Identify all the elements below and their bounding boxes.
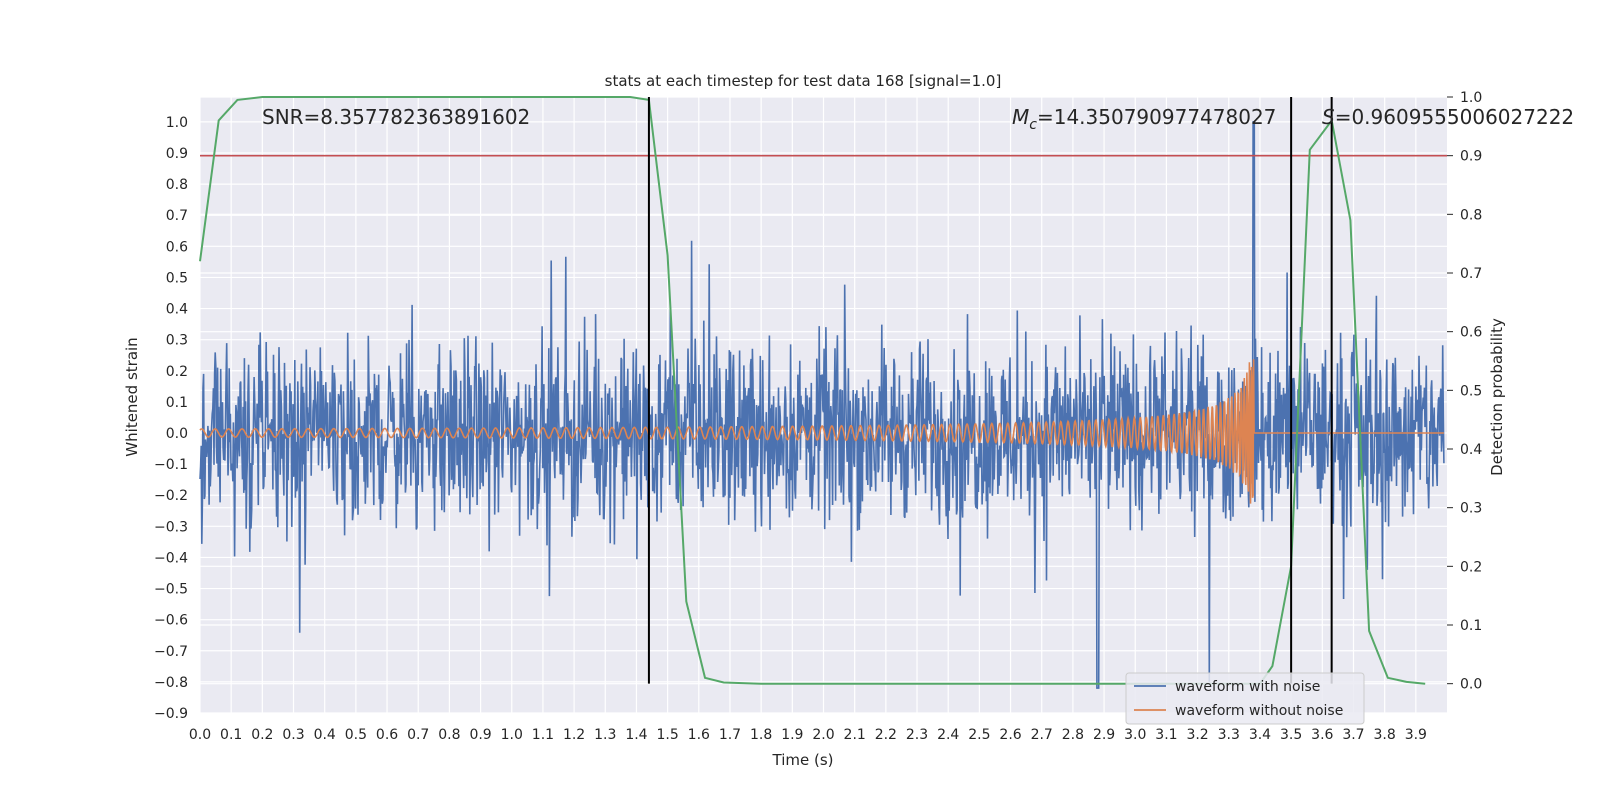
x-tick-label: 1.4 xyxy=(625,727,647,743)
y-left-tick-label: 0.7 xyxy=(166,208,188,224)
y-right-tick-label: 0.1 xyxy=(1460,618,1482,634)
series-waveform-without-noise xyxy=(199,359,1444,504)
x-tick-label: 0.2 xyxy=(251,727,273,743)
y-right-tick-label: 0.4 xyxy=(1460,442,1482,458)
x-tick-label: 2.2 xyxy=(875,727,897,743)
x-tick-label: 0.6 xyxy=(376,727,398,743)
x-tick-label: 3.1 xyxy=(1155,727,1177,743)
x-tick-label: 3.3 xyxy=(1218,727,1240,743)
x-tick-label: 2.9 xyxy=(1093,727,1115,743)
y-right-tick-label: 0.5 xyxy=(1460,383,1482,399)
score-annotation: S=0.9609555006027222 xyxy=(1322,105,1574,129)
x-tick-label: 2.3 xyxy=(906,727,928,743)
x-tick-label: 0.0 xyxy=(189,727,211,743)
x-tick-label: 3.4 xyxy=(1249,727,1271,743)
y-left-tick-label: −0.9 xyxy=(154,706,188,722)
x-tick-label: 1.9 xyxy=(781,727,803,743)
x-tick-label: 2.7 xyxy=(1031,727,1053,743)
probability-line xyxy=(199,96,1426,685)
x-tick-label: 1.2 xyxy=(563,727,585,743)
x-tick-label: 1.5 xyxy=(656,727,678,743)
legend: waveform with noise waveform without noi… xyxy=(1125,672,1365,725)
x-tick-label: 0.1 xyxy=(220,727,242,743)
y-right-tick-label: 0.0 xyxy=(1460,677,1482,693)
x-tick-label: 3.6 xyxy=(1311,727,1333,743)
legend-label-clean: waveform without noise xyxy=(1175,703,1343,719)
x-tick-label: 3.7 xyxy=(1342,727,1364,743)
score-value: =0.9609555006027222 xyxy=(1335,105,1574,129)
y-right-tick-label: 0.6 xyxy=(1460,325,1482,341)
y-left-tick-label: 0.4 xyxy=(166,302,188,318)
y-left-tick-label: −0.5 xyxy=(154,582,188,598)
y-right-tick-label: 0.3 xyxy=(1460,501,1482,517)
x-tick-label: 0.8 xyxy=(438,727,460,743)
x-axis-label: Time (s) xyxy=(772,751,834,769)
y-axis-right-ticks: 0.0 0.1 0.2 0.3 0.4 0.5 0.6 0.7 0.8 0.9 1.0 xyxy=(1447,90,1482,693)
y-left-tick-label: −0.4 xyxy=(154,550,188,566)
x-tick-label: 3.9 xyxy=(1405,727,1427,743)
x-tick-label: 1.0 xyxy=(501,727,523,743)
y-right-tick-label: 0.8 xyxy=(1460,207,1482,223)
x-tick-label: 0.5 xyxy=(345,727,367,743)
x-tick-label: 2.4 xyxy=(937,727,959,743)
y-right-tick-label: 0.2 xyxy=(1460,559,1482,575)
x-tick-label: 3.5 xyxy=(1280,727,1302,743)
x-tick-label: 2.5 xyxy=(968,727,990,743)
x-tick-label: 1.8 xyxy=(750,727,772,743)
vertical-markers xyxy=(647,97,1333,684)
x-tick-label: 0.4 xyxy=(314,727,336,743)
chirp-path xyxy=(199,359,1444,504)
legend-label-noise: waveform with noise xyxy=(1175,679,1320,695)
y-left-tick-label: 1.0 xyxy=(166,115,188,131)
y-left-tick-label: 0.6 xyxy=(166,239,188,255)
x-tick-label: 3.0 xyxy=(1124,727,1146,743)
y-left-tick-label: −0.7 xyxy=(154,644,188,660)
y-axis-right-label: Detection probability xyxy=(1488,318,1506,476)
snr-annotation: SNR=8.357782363891602 xyxy=(262,105,530,129)
x-tick-label: 0.7 xyxy=(407,727,429,743)
y-left-tick-label: 0.8 xyxy=(166,177,188,193)
y-left-tick-label: −0.6 xyxy=(154,613,188,629)
y-left-tick-label: 0.3 xyxy=(166,333,188,349)
x-axis-ticks: 0.0 0.1 0.2 0.3 0.4 0.5 0.6 0.7 0.8 0.9 1.0 1.1 1.2 1… xyxy=(189,727,1427,743)
y-left-tick-label: −0.8 xyxy=(154,675,188,691)
series-detection-probability xyxy=(199,96,1426,685)
y-left-tick-label: 0.5 xyxy=(166,270,188,286)
x-tick-label: 0.9 xyxy=(469,727,491,743)
y-left-tick-label: −0.1 xyxy=(154,457,188,473)
x-tick-label: 3.8 xyxy=(1374,727,1396,743)
y-axis-left-ticks: −0.9 −0.8 −0.7 −0.6 −0.5 −0.4 −0.3 −0.2 −0.1 0.0 0… xyxy=(154,115,188,722)
x-tick-label: 2.8 xyxy=(1062,727,1084,743)
y-right-tick-label: 0.9 xyxy=(1460,149,1482,165)
y-right-tick-label: 0.7 xyxy=(1460,266,1482,282)
y-left-tick-label: 0.0 xyxy=(166,426,188,442)
chart-title: stats at each timestep for test data 168… xyxy=(605,72,1002,90)
chirp-mass-value: =14.350790977478027 xyxy=(1037,105,1276,129)
x-tick-label: 3.2 xyxy=(1186,727,1208,743)
y-axis-left-label: Whitened strain xyxy=(123,337,141,456)
x-tick-label: 1.3 xyxy=(594,727,616,743)
y-left-tick-label: −0.2 xyxy=(154,488,188,504)
y-left-tick-label: −0.3 xyxy=(154,519,188,535)
x-tick-label: 1.1 xyxy=(532,727,554,743)
chirp-mass-annotation: Mc=14.350790977478027 xyxy=(1012,105,1276,133)
y-left-tick-label: 0.1 xyxy=(166,395,188,411)
y-left-tick-label: 0.9 xyxy=(166,146,188,162)
x-tick-label: 1.6 xyxy=(688,727,710,743)
x-tick-label: 2.0 xyxy=(812,727,834,743)
x-tick-label: 2.6 xyxy=(999,727,1021,743)
x-tick-label: 0.3 xyxy=(282,727,304,743)
legend-box xyxy=(1125,672,1365,725)
y-left-tick-label: 0.2 xyxy=(166,364,188,380)
x-tick-label: 1.7 xyxy=(719,727,741,743)
x-tick-label: 2.1 xyxy=(844,727,866,743)
y-right-tick-label: 1.0 xyxy=(1460,90,1482,106)
